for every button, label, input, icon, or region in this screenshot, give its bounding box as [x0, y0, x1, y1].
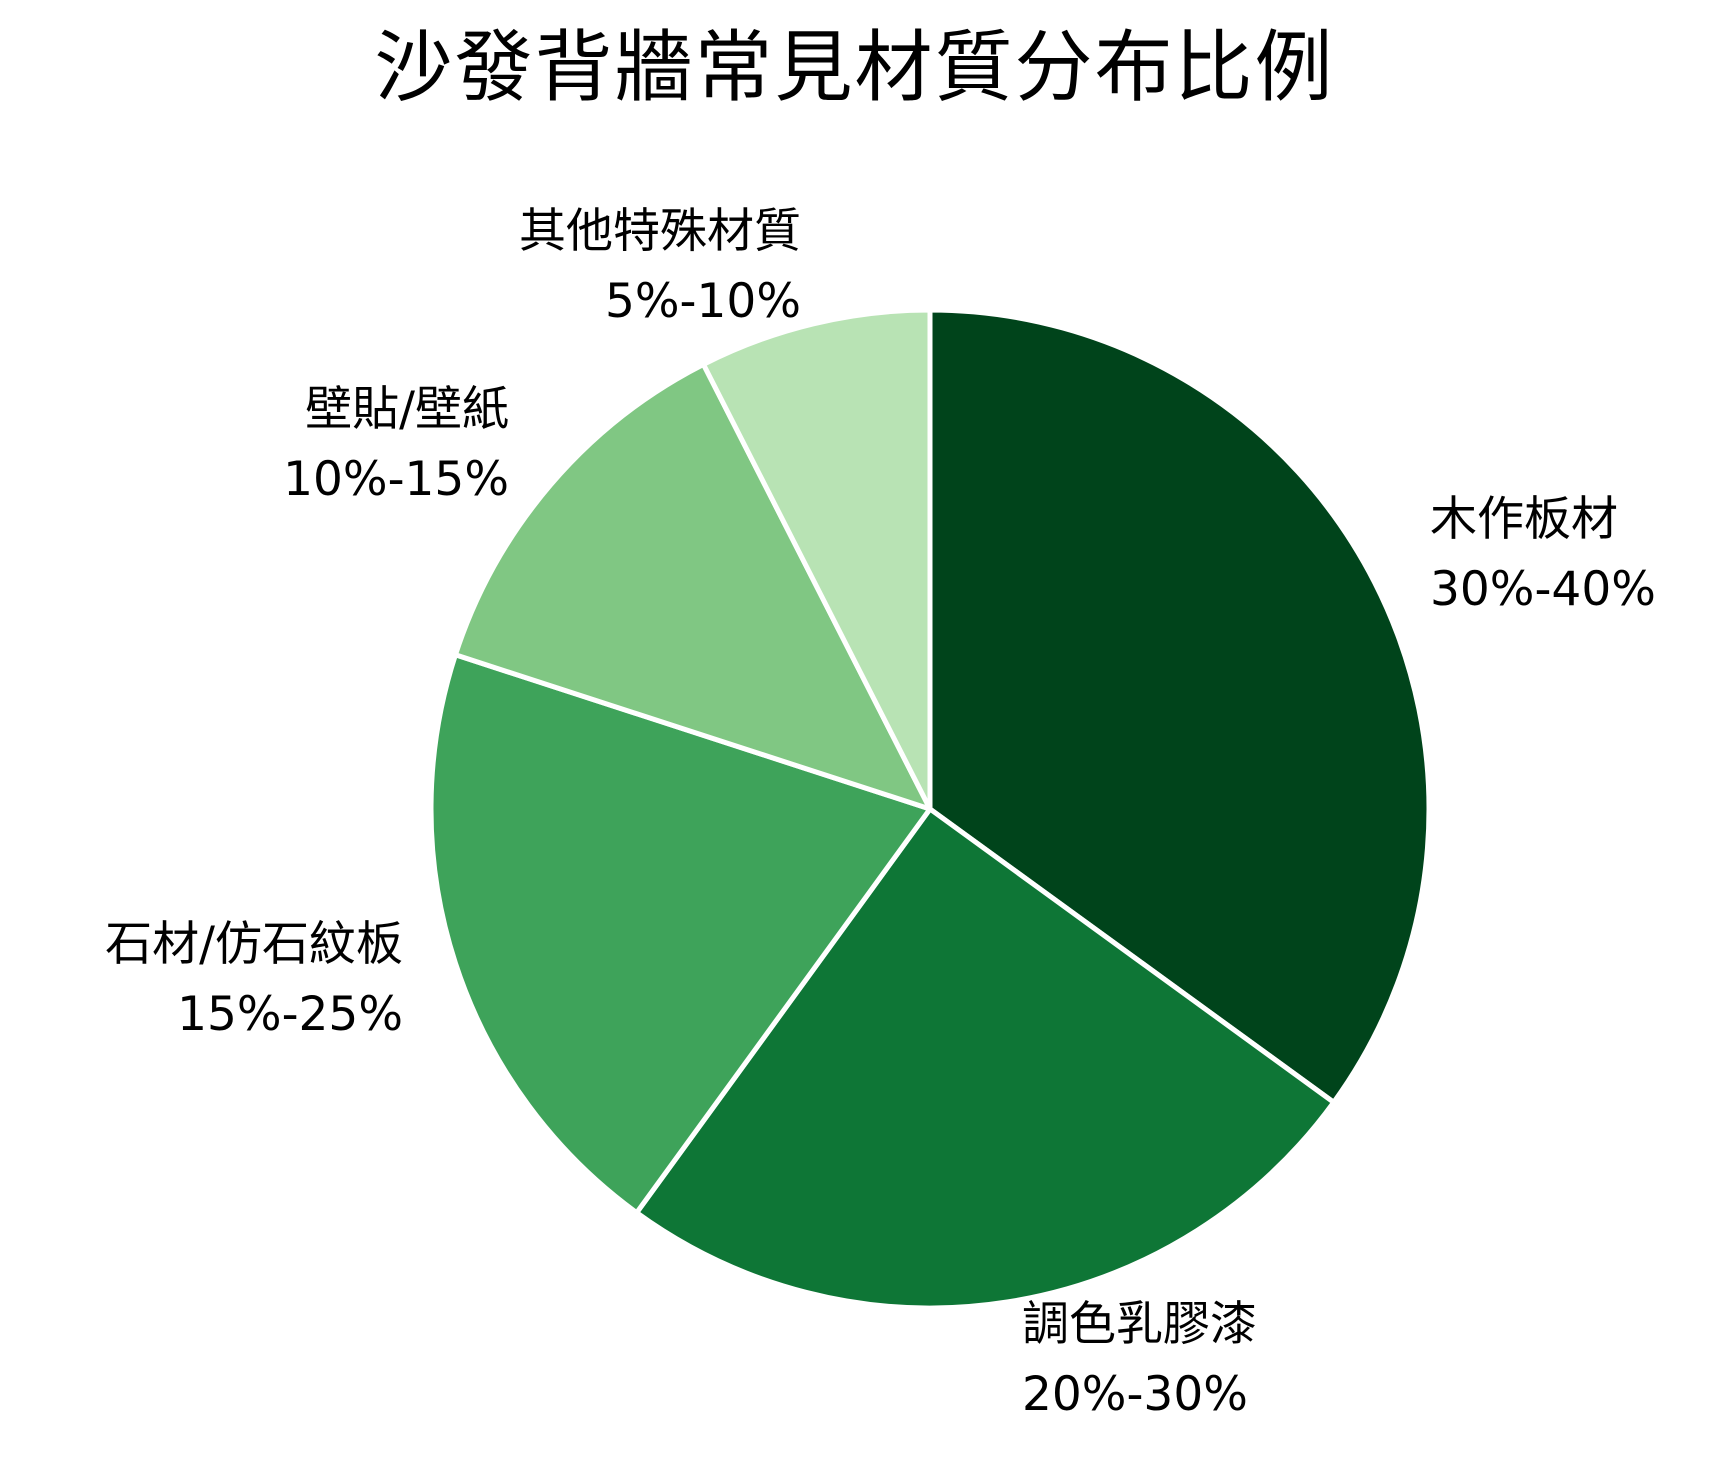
label-range: 30%-40%: [1430, 562, 1656, 617]
label-stone: 石材/仿石紋板 15%-25%: [105, 910, 403, 1050]
label-name: 石材/仿石紋板: [105, 917, 403, 972]
label-range: 5%-10%: [605, 274, 801, 329]
slice-stone: [428, 652, 933, 1216]
label-wallpaper: 壁貼/壁紙 10%-15%: [283, 375, 509, 515]
label-range: 10%-15%: [283, 452, 509, 507]
label-name: 調色乳膠漆: [1022, 1297, 1257, 1352]
label-range: 20%-30%: [1022, 1367, 1248, 1422]
chart-title: 沙發背牆常見材質分布比例: [374, 23, 1335, 113]
label-wood-panel: 木作板材 30%-40%: [1430, 485, 1656, 625]
label-name: 木作板材: [1430, 492, 1618, 547]
pie-slices: [428, 307, 1432, 1311]
label-name: 壁貼/壁紙: [305, 382, 509, 437]
label-name: 其他特殊材質: [519, 204, 801, 259]
slice-latex-paint: [634, 806, 1337, 1311]
slice-other-special: [700, 307, 933, 812]
slice-wood-panel: [927, 307, 1432, 1105]
slice-wallpaper: [452, 361, 933, 812]
label-latex-paint: 調色乳膠漆 20%-30%: [1022, 1290, 1257, 1430]
label-range: 15%-25%: [177, 987, 403, 1042]
label-other-special: 其他特殊材質 5%-10%: [519, 197, 801, 337]
